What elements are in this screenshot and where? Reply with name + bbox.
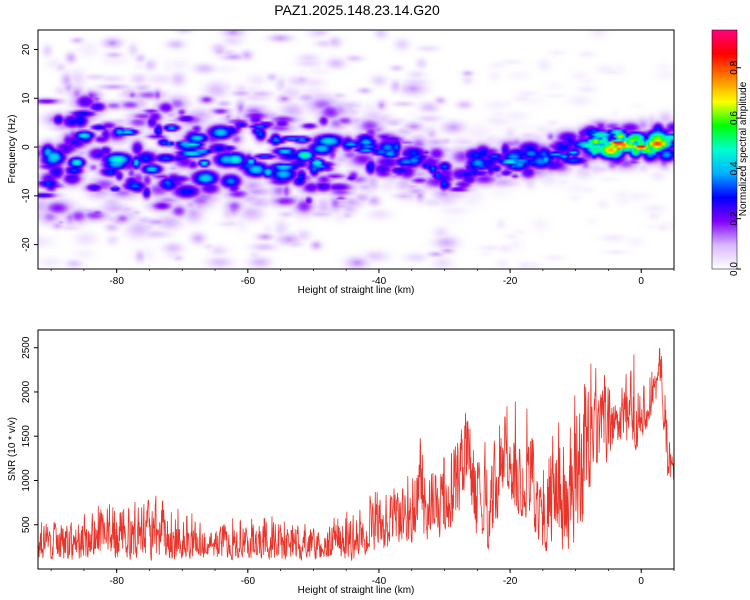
x-tick-label: -80 (109, 276, 124, 287)
x-tick-label: -40 (372, 576, 387, 587)
x-tick-label: -20 (503, 576, 518, 587)
y-tick-label: -10 (21, 188, 32, 203)
x-tick-label: -60 (241, 276, 256, 287)
y-tick-label: 1000 (21, 469, 32, 492)
colorbar-ticks: 0.0 0.2 0.4 0.6 0.8 (729, 60, 741, 276)
colorbar-tick-label: 0.8 (729, 60, 740, 74)
figure-title: PAZ1.2025.148.23.14.G20 (274, 2, 440, 18)
x-tick-label: -60 (241, 576, 256, 587)
y-tick-label: 2500 (21, 336, 32, 359)
x-tick-label: -20 (503, 276, 518, 287)
snr-y-label: SNR (10 * v/v) (7, 417, 18, 481)
spectrogram-panel: -80 -60 -40 -20 0 -20 -10 0 10 20 Height of stra… (7, 29, 675, 296)
colorbar-label: Normalized spectral amplitude (738, 81, 749, 216)
spectrogram-frame (37, 29, 675, 270)
colorbar-gradient (711, 29, 738, 270)
x-tick-label: -80 (109, 576, 124, 587)
spectrogram-y-label: Frequency (Hz) (7, 115, 18, 184)
spectrogram-x-label: Height of straight line (km) (298, 285, 415, 296)
colorbar-tick-label: 0.0 (729, 262, 740, 276)
spectrogram-heatmap (38, 30, 674, 269)
colorbar-tick-label: 0.4 (729, 161, 740, 175)
x-tick-label: 0 (638, 576, 644, 587)
snr-x-label: Height of straight line (km) (298, 585, 415, 596)
y-tick-label: 20 (21, 44, 32, 56)
snr-series-line (37, 348, 675, 562)
y-tick-label: 2000 (21, 380, 32, 403)
colorbar-tick-label: 0.2 (729, 211, 740, 225)
y-tick-label: -20 (21, 237, 32, 252)
snr-marks (37, 348, 675, 562)
snr-frame (37, 329, 675, 570)
y-tick-label: 500 (21, 516, 32, 533)
y-tick-label: 0 (21, 144, 32, 150)
spectrogram-y-axis: -20 -10 0 10 20 (21, 44, 38, 252)
colorbar: 0.0 0.2 0.4 0.6 0.8 Normalized spectral ampl… (711, 29, 749, 276)
y-tick-label: 10 (21, 92, 32, 104)
x-tick-label: 0 (638, 276, 644, 287)
x-tick-label: -40 (372, 276, 387, 287)
y-tick-label: 1500 (21, 425, 32, 448)
colorbar-tick-label: 0.6 (729, 111, 740, 125)
spectrogram-x-axis: -80 -60 -40 -20 0 (50, 269, 675, 287)
snr-y-axis: 500 1000 1500 2000 2500 (21, 336, 38, 533)
snr-panel: -80 -60 -40 -20 0 500 1000 1500 2000 2500 Height… (7, 329, 675, 596)
snr-x-axis: -80 -60 -40 -20 0 (50, 569, 675, 587)
